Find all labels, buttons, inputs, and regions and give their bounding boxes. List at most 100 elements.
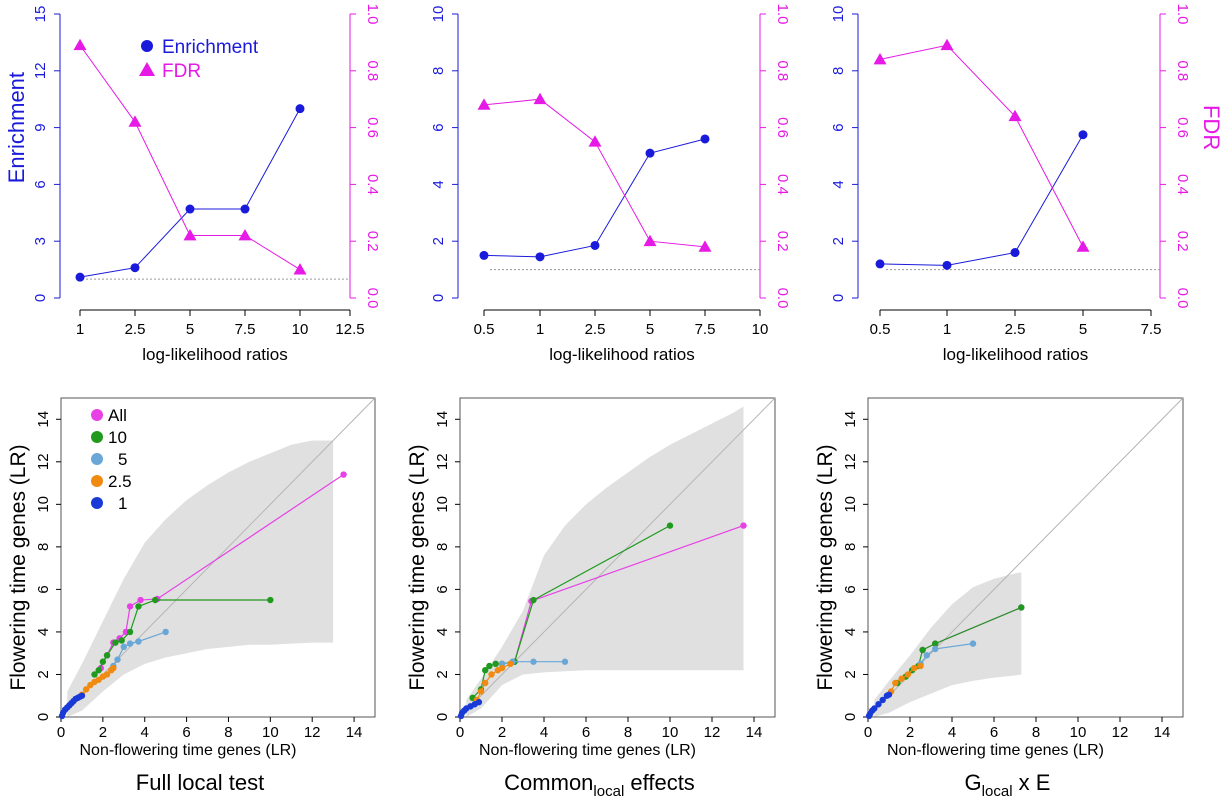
- y-tick-label: 10: [434, 496, 451, 513]
- series-point-10: [1018, 604, 1025, 611]
- series-point-10: [482, 667, 489, 674]
- left-y-tick-label: 15: [32, 6, 49, 23]
- x-tick-label: 8: [224, 724, 232, 741]
- enrichment-point: [645, 148, 655, 158]
- series-point-10: [530, 596, 537, 604]
- series-point-2_5: [904, 671, 912, 678]
- x-tick-label: 2: [99, 724, 107, 741]
- fdr-point: [873, 52, 887, 65]
- right-y-tick-label: 0.2: [364, 231, 381, 252]
- x-tick-label: 0: [864, 724, 872, 741]
- x-tick-label: 4: [141, 724, 149, 741]
- x-tick-label: 2.5: [125, 321, 146, 338]
- series-point-10: [99, 658, 107, 665]
- legend-enrichment-marker: [141, 40, 153, 52]
- flowering-scatter-panel-3: 00 2 2 4 4 6 6 8 8 10 10 12 12 14 14 Non-flowering time…: [814, 397, 1184, 800]
- legend-label: 2.5: [108, 472, 132, 491]
- series-point-10: [103, 652, 111, 659]
- fdr-line: [879, 44, 1084, 248]
- series-point-2_5: [103, 671, 111, 678]
- y-tick-label: 12: [35, 453, 52, 470]
- enrichment-point: [875, 259, 885, 269]
- panel-title: Glocal x E: [965, 770, 1051, 800]
- series-point-10: [112, 639, 119, 646]
- x-tick-label: 1: [76, 321, 84, 338]
- right-y-tick-label: 0.6: [364, 117, 381, 138]
- enrichment-line: [79, 108, 301, 278]
- fdr-point: [477, 98, 491, 110]
- left-y-tick-label: 3: [32, 237, 49, 245]
- legend-label: 5: [118, 450, 127, 469]
- fdr-point: [183, 229, 197, 241]
- series-point-10: [486, 662, 493, 670]
- y-tick-label: 0: [434, 713, 451, 721]
- enrichment-point: [185, 204, 195, 214]
- series-point-2_5: [911, 664, 918, 672]
- legend-marker-all: [91, 409, 103, 421]
- right-y-tick-label: 1.0: [1174, 4, 1191, 25]
- enrichment-point: [295, 104, 305, 114]
- left-y-tick-label: 8: [830, 67, 847, 75]
- y-tick-label: 14: [35, 411, 52, 428]
- y-tick-label: 10: [35, 496, 52, 513]
- fdr-point: [588, 135, 602, 147]
- series-point-2_5: [482, 679, 489, 687]
- series-point-1: [879, 696, 886, 704]
- series-point-2_5: [498, 664, 506, 672]
- y-tick-label: 6: [842, 585, 859, 593]
- x-tick-label: 2: [498, 724, 506, 741]
- right-y-tick-label: 0.8: [774, 60, 791, 81]
- left-y-tick-label: 6: [430, 123, 447, 131]
- y-tick-label: 12: [434, 453, 451, 470]
- x-tick-label: 7.5: [1141, 321, 1162, 338]
- x-tick-label: 2: [906, 724, 914, 741]
- series-point-all: [126, 603, 134, 610]
- fdr-point: [73, 38, 87, 51]
- right-y-tick-label: 0.6: [1174, 117, 1191, 138]
- x-tick-label: 2.5: [585, 321, 606, 338]
- y-tick-label: 0: [35, 713, 52, 721]
- x-tick-label: 1: [536, 321, 544, 338]
- legend-marker-10: [91, 431, 103, 443]
- legend-label: Enrichment: [162, 37, 259, 58]
- x-axis-label: Non-flowering time genes (LR): [80, 742, 297, 759]
- x-tick-label: 10: [262, 724, 279, 741]
- y-axis-label: Flowering time genes (LR): [406, 444, 429, 690]
- fdr-line: [483, 98, 706, 248]
- legend-marker-2_5: [91, 475, 103, 487]
- x-tick-label: 4: [540, 724, 548, 741]
- x-tick-label: 2.5: [1005, 321, 1026, 338]
- series-point-5: [530, 658, 537, 665]
- series-point-5: [561, 658, 569, 665]
- x-tick-label: 0.5: [870, 321, 891, 338]
- series-point-1: [875, 701, 882, 708]
- right-y-tick-label: 0.2: [774, 231, 791, 252]
- enrichment-point: [590, 240, 600, 250]
- series-point-10: [152, 596, 159, 604]
- panel-title-suffix: x E: [1013, 770, 1051, 795]
- panel-title-main: Common: [504, 770, 593, 795]
- series-line-5: [501, 661, 565, 665]
- x-tick-label: 10: [292, 321, 309, 338]
- series-point-2_5: [110, 664, 117, 672]
- x-tick-label: 0: [57, 724, 65, 741]
- enrichment-point: [942, 260, 952, 270]
- left-y-tick-label: 0: [430, 294, 447, 302]
- x-tick-label: 12.5: [335, 321, 364, 338]
- right-y-tick-label: 0.6: [774, 117, 791, 138]
- series-point-2_5: [917, 662, 924, 670]
- right-y-tick-label: 0.4: [774, 174, 791, 195]
- panel-title: Commonlocal effects: [504, 770, 695, 800]
- series-point-2_5: [82, 686, 90, 693]
- x-tick-label: 14: [1154, 724, 1171, 741]
- enrichment-point: [130, 263, 140, 273]
- series-point-10: [267, 596, 274, 604]
- left-y-axis-title: Enrichment: [4, 72, 29, 183]
- left-y-tick-label: 4: [830, 180, 847, 188]
- legend-marker-1: [91, 497, 103, 509]
- left-y-tick-label: 0: [830, 294, 847, 302]
- x-tick-label: 10: [752, 321, 769, 338]
- series-point-2_5: [898, 675, 905, 682]
- x-tick-label: 14: [746, 724, 763, 741]
- enrichment-line: [879, 134, 1084, 266]
